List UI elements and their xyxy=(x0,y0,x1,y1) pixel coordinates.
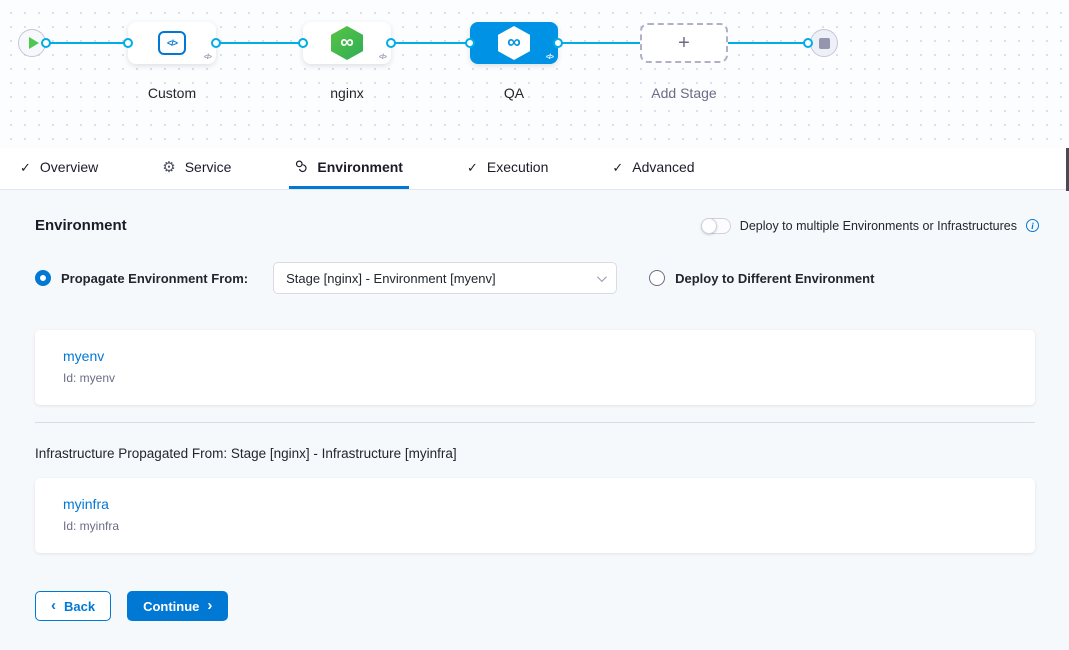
pipeline-end-node xyxy=(810,29,838,57)
pipeline-start-node xyxy=(18,29,46,57)
multi-env-toggle[interactable] xyxy=(700,217,731,234)
tab-label: Service xyxy=(184,159,232,175)
tab-label: Overview xyxy=(39,159,99,175)
info-icon[interactable]: i xyxy=(1026,219,1039,232)
divider xyxy=(35,422,1035,423)
propagate-environment-label: Propagate Environment From: xyxy=(61,270,249,286)
check-icon: ✓ xyxy=(20,159,31,175)
port[interactable] xyxy=(298,38,308,48)
infrastructure-id: Id: myinfra xyxy=(63,519,120,533)
port[interactable] xyxy=(465,38,475,48)
page-title: Environment xyxy=(35,217,127,234)
stage-node-custom[interactable]: </> </> xyxy=(128,22,216,64)
environment-id: Id: myenv xyxy=(63,371,116,385)
stage-tabbar: ✓ Overview ⚙ Service Environment ✓ Execu… xyxy=(0,148,1069,190)
port[interactable] xyxy=(123,38,133,48)
stage-label-add-stage: Add Stage xyxy=(651,85,717,101)
code-icon: </> xyxy=(203,54,212,61)
environment-card[interactable]: myenv Id: myenv xyxy=(35,330,1035,405)
propagate-environment-select[interactable]: Stage [nginx] - Environment [myenv] xyxy=(273,262,618,294)
custom-stage-icon: </> xyxy=(158,31,186,55)
code-icon: </> xyxy=(545,54,554,61)
stop-icon xyxy=(818,37,830,49)
pipeline-canvas[interactable]: </> </> ∞ </> ∞ </> + Custom nginx QA Ad… xyxy=(0,0,1069,148)
back-button-label: Back xyxy=(64,598,96,614)
tab-label: Environment xyxy=(317,159,403,175)
port[interactable] xyxy=(41,38,51,48)
pipeline-connector-line xyxy=(32,42,824,44)
deploy-different-environment-radio[interactable] xyxy=(649,270,666,286)
toggle-knob xyxy=(700,217,717,234)
propagate-environment-radio[interactable] xyxy=(35,270,51,286)
port[interactable] xyxy=(803,38,813,48)
check-icon: ✓ xyxy=(612,159,624,175)
add-stage-button[interactable]: + xyxy=(640,23,728,63)
tab-execution[interactable]: ✓ Execution xyxy=(461,148,554,189)
continue-button-label: Continue xyxy=(143,598,200,614)
harness-deploy-icon: ∞ xyxy=(331,26,363,60)
tab-service[interactable]: ⚙ Service xyxy=(156,148,237,189)
tab-overview[interactable]: ✓ Overview xyxy=(14,148,104,189)
port[interactable] xyxy=(211,38,221,48)
code-icon: </> xyxy=(378,54,387,61)
tab-label: Advanced xyxy=(632,159,695,175)
back-button[interactable]: ‹ Back xyxy=(35,591,112,621)
chevron-down-icon xyxy=(597,271,607,282)
stage-label-qa: QA xyxy=(503,85,525,101)
environment-panel: Environment Deploy to multiple Environme… xyxy=(0,190,1069,650)
stage-node-qa-selected[interactable]: ∞ </> xyxy=(470,22,558,64)
stage-label-custom: Custom xyxy=(147,85,197,101)
tab-advanced[interactable]: ✓ Advanced xyxy=(606,148,700,189)
check-icon: ✓ xyxy=(466,159,478,175)
continue-button[interactable]: Continue › xyxy=(127,591,229,621)
chevron-right-icon: › xyxy=(207,597,213,614)
gear-icon: ⚙ xyxy=(162,158,176,176)
stage-node-nginx[interactable]: ∞ </> xyxy=(303,22,391,64)
port[interactable] xyxy=(553,38,563,48)
environment-name-link[interactable]: myenv xyxy=(63,348,105,364)
tab-environment[interactable]: Environment xyxy=(289,148,409,189)
infrastructure-propagated-heading: Infrastructure Propagated From: Stage [n… xyxy=(35,446,457,461)
stage-label-nginx: nginx xyxy=(330,85,364,101)
select-value: Stage [nginx] - Environment [myenv] xyxy=(286,270,496,286)
harness-deploy-icon: ∞ xyxy=(498,26,530,60)
multi-env-toggle-label: Deploy to multiple Environments or Infra… xyxy=(739,218,1017,233)
scrollbar[interactable] xyxy=(1066,148,1069,191)
port[interactable] xyxy=(386,38,396,48)
infrastructure-name-link[interactable]: myinfra xyxy=(63,496,109,512)
play-icon xyxy=(28,37,39,49)
plus-icon: + xyxy=(678,31,690,54)
deploy-different-environment-label: Deploy to Different Environment xyxy=(675,270,875,286)
infrastructure-card[interactable]: myinfra Id: myinfra xyxy=(35,478,1035,553)
chevron-left-icon: ‹ xyxy=(51,597,56,614)
tab-label: Execution xyxy=(486,159,549,175)
environment-icon xyxy=(295,160,308,175)
